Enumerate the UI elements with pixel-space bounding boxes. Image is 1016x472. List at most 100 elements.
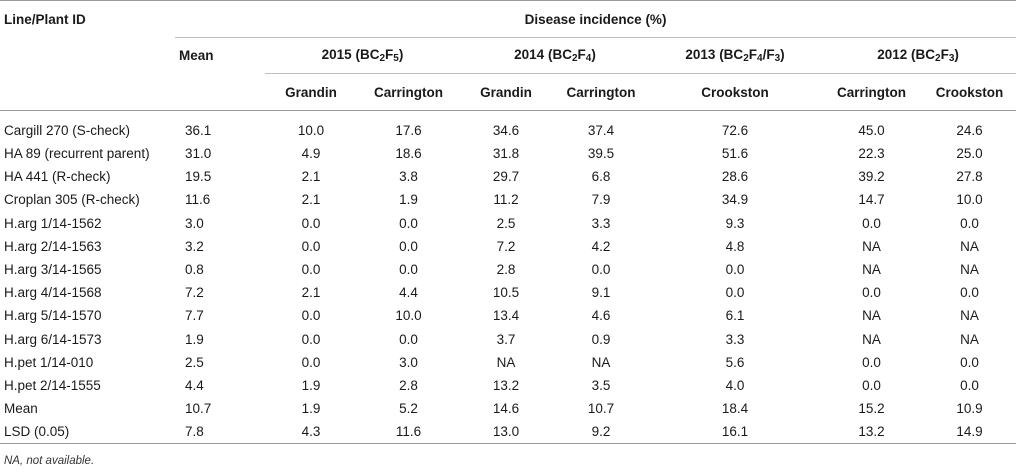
value-cell: 3.5 xyxy=(591,377,611,393)
value-cell: NA xyxy=(862,238,881,254)
row-label: HA 89 (recurrent parent) xyxy=(4,146,150,162)
location-header: Carrington xyxy=(374,84,443,100)
footnote: NA, not available. xyxy=(4,455,95,467)
value-cell: 18.6 xyxy=(395,146,422,162)
value-cell: 0.0 xyxy=(725,285,745,301)
value-cell: 11.2 xyxy=(493,192,519,208)
value-cell: 14.9 xyxy=(956,424,983,440)
mean-cell: 7.2 xyxy=(185,285,204,301)
value-cell: 4.3 xyxy=(301,424,321,440)
value-cell: 13.0 xyxy=(492,424,520,440)
value-cell: 1.9 xyxy=(301,377,321,393)
value-cell: 2.5 xyxy=(496,215,516,231)
value-cell: 5.2 xyxy=(399,401,418,417)
value-cell: 6.1 xyxy=(725,308,745,324)
value-cell: 18.4 xyxy=(721,401,749,417)
value-cell: 5.6 xyxy=(725,354,745,370)
value-cell: NA xyxy=(591,354,611,370)
value-cell: 10.0 xyxy=(395,308,422,324)
table-body: Cargill 270 (S-check) 36.1 10.0 17.6 34.6 37.… xyxy=(0,111,1016,444)
row-label: H.arg 6/14-1573 xyxy=(4,331,102,347)
row-label: H.arg 5/14-1570 xyxy=(4,308,102,324)
value-cell: 4.4 xyxy=(399,285,418,301)
value-cell: 72.6 xyxy=(721,123,749,138)
value-cell: NA xyxy=(960,308,979,324)
row-label: H.arg 2/14-1563 xyxy=(4,238,102,254)
mean-cell: 3.2 xyxy=(185,238,204,254)
mean-cell: 19.5 xyxy=(185,169,212,185)
group-header-2013: 2013 (BC2F4/F3) xyxy=(650,37,820,74)
value-cell: 6.8 xyxy=(591,169,611,185)
line-id-header: Line/Plant ID xyxy=(4,12,86,27)
value-cell: 0.0 xyxy=(862,377,881,393)
value-cell: NA xyxy=(960,331,979,347)
value-cell: 0.0 xyxy=(399,262,418,278)
table-row: H.arg 4/14-1568 7.2 2.1 4.4 10.5 9.1 0.0 0.0 0.0 xyxy=(0,281,1016,304)
value-cell: NA xyxy=(960,238,979,254)
value-cell: 34.6 xyxy=(492,123,520,138)
value-cell: 0.0 xyxy=(862,285,881,301)
mean-cell: 7.7 xyxy=(185,308,204,324)
group-header-2014: 2014 (BC2F4) xyxy=(460,37,650,74)
location-header: Carrington xyxy=(837,84,906,100)
value-cell: 0.0 xyxy=(301,331,321,347)
value-cell: NA xyxy=(496,354,516,370)
row-label: Croplan 305 (R-check) xyxy=(4,192,140,208)
value-cell: 1.9 xyxy=(399,192,418,208)
value-cell: 0.0 xyxy=(301,215,321,231)
value-cell: 0.0 xyxy=(399,331,418,347)
value-cell: 3.0 xyxy=(399,354,418,370)
value-cell: 0.0 xyxy=(591,262,611,278)
value-cell: 0.0 xyxy=(301,262,321,278)
value-cell: 9.3 xyxy=(725,215,745,231)
value-cell: 0.0 xyxy=(862,354,881,370)
mean-cell: 4.4 xyxy=(185,377,204,393)
row-label: H.arg 1/14-1562 xyxy=(4,215,102,231)
value-cell: 3.3 xyxy=(725,331,745,347)
table-row: H.arg 1/14-1562 3.0 0.0 0.0 2.5 3.3 9.3 0.0 0.0 xyxy=(0,212,1016,235)
table-row: H.pet 2/14-1555 4.4 1.9 2.8 13.2 3.5 4.0 0.0 0.0 xyxy=(0,374,1016,397)
value-cell: NA xyxy=(960,262,979,278)
value-cell: 0.0 xyxy=(301,354,321,370)
value-cell: 10.0 xyxy=(956,192,983,208)
value-cell: 1.9 xyxy=(301,401,321,417)
table-row: H.pet 1/14-010 2.5 0.0 3.0 NA NA 5.6 0.0 0.0 xyxy=(0,351,1016,374)
mean-cell: 0.8 xyxy=(185,262,204,278)
value-cell: 0.0 xyxy=(862,215,881,231)
row-label: H.arg 4/14-1568 xyxy=(4,285,102,301)
mean-header: Mean xyxy=(179,48,214,63)
value-cell: 24.6 xyxy=(956,123,983,138)
row-label: H.arg 3/14-1565 xyxy=(4,262,102,278)
mean-cell: 7.8 xyxy=(185,424,204,440)
location-header: Grandin xyxy=(480,84,532,100)
group-header-2012: 2012 (BC2F3) xyxy=(820,37,1016,74)
value-cell: 39.2 xyxy=(858,169,885,185)
value-cell: 14.7 xyxy=(858,192,885,208)
value-cell: 0.0 xyxy=(301,308,321,324)
value-cell: 13.2 xyxy=(858,424,885,440)
table-row: H.arg 5/14-1570 7.7 0.0 10.0 13.4 4.6 6.1 NA NA xyxy=(0,304,1016,327)
value-cell: 2.1 xyxy=(301,169,321,185)
value-cell: NA xyxy=(862,331,881,347)
value-cell: 11.6 xyxy=(395,424,422,440)
table-row: H.arg 2/14-1563 3.2 0.0 0.0 7.2 4.2 4.8 NA NA xyxy=(0,235,1016,258)
row-label: LSD (0.05) xyxy=(4,424,70,440)
value-cell: 2.8 xyxy=(496,262,516,278)
row-label: H.pet 2/14-1555 xyxy=(4,377,101,393)
table-row: HA 89 (recurrent parent) 31.0 4.9 18.6 31.8 3… xyxy=(0,142,1016,165)
value-cell: 0.9 xyxy=(591,331,611,347)
value-cell: 7.2 xyxy=(496,238,516,254)
location-header: Crookston xyxy=(935,84,1004,100)
value-cell: 17.6 xyxy=(395,123,422,138)
value-cell: 16.1 xyxy=(721,424,749,440)
value-cell: 15.2 xyxy=(858,401,885,417)
value-cell: 45.0 xyxy=(858,123,885,138)
row-label: Mean xyxy=(4,401,38,417)
value-cell: 2.8 xyxy=(399,377,418,393)
value-cell: 22.3 xyxy=(858,146,885,162)
row-label: Cargill 270 (S-check) xyxy=(4,123,131,138)
mean-cell: 10.7 xyxy=(185,401,212,417)
location-header: Grandin xyxy=(285,84,337,100)
value-cell: 37.4 xyxy=(587,123,615,138)
